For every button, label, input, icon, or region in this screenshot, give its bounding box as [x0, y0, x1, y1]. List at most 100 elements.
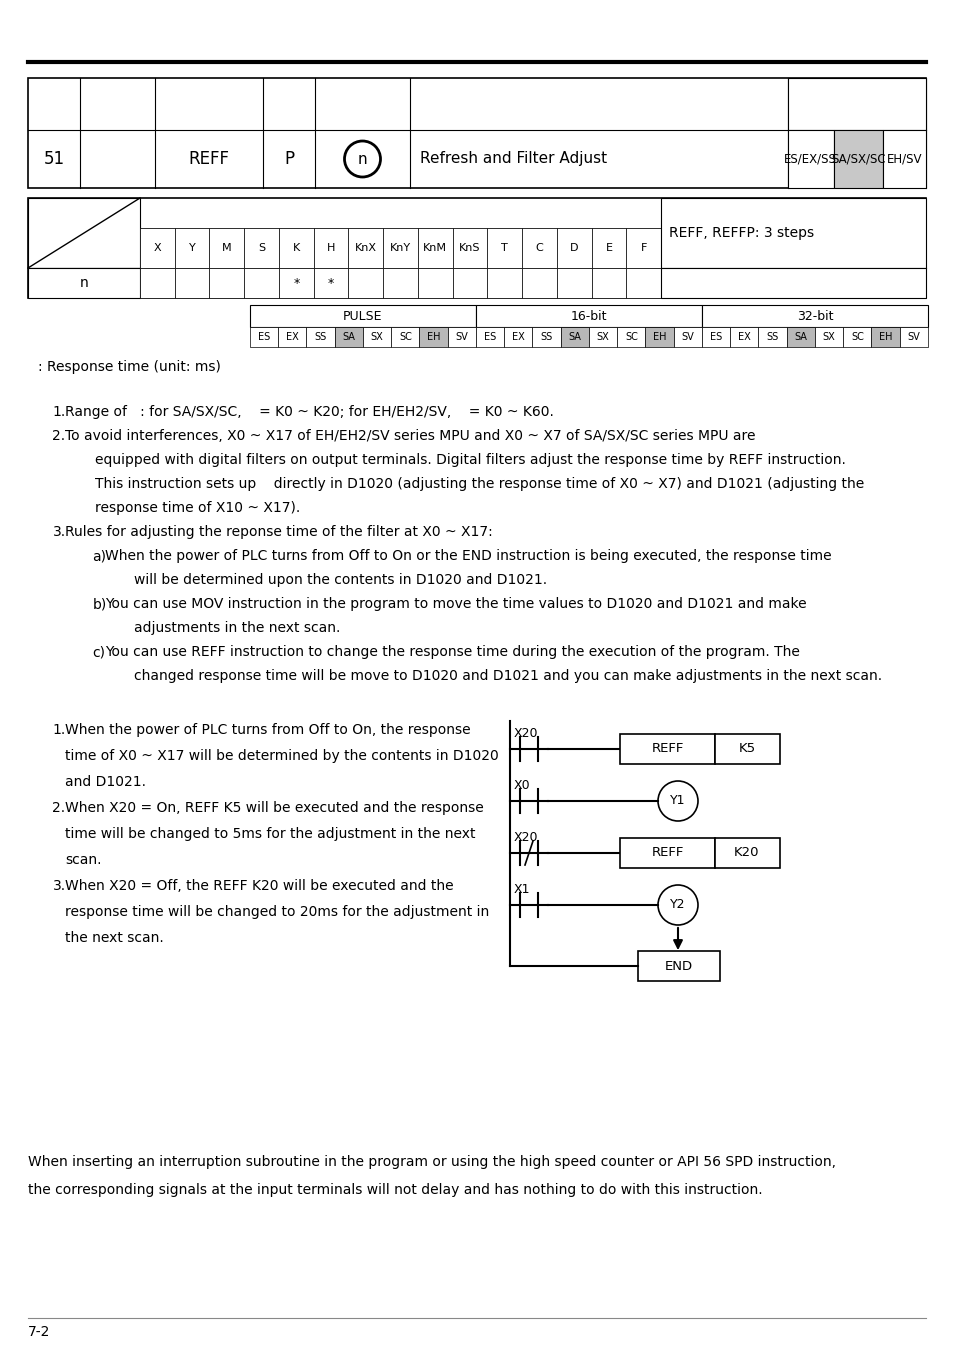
Bar [660, 269, 925, 298]
Text: END: END [664, 960, 692, 972]
Bar [591, 269, 625, 298]
Bar [140, 228, 174, 269]
Text: EH/SV: EH/SV [886, 153, 922, 166]
Text: time of X0 ~ X17 will be determined by the contents in D1020: time of X0 ~ X17 will be determined by t… [65, 749, 498, 763]
Bar [140, 269, 174, 298]
Text: Y1: Y1 [670, 795, 685, 807]
Bar [278, 327, 306, 347]
Text: D: D [569, 243, 578, 252]
Text: REFF, REFFP: 3 steps: REFF, REFFP: 3 steps [668, 225, 813, 240]
Bar [557, 228, 591, 269]
Text: ES: ES [483, 332, 496, 342]
Bar [314, 228, 348, 269]
Text: 3.: 3. [52, 879, 66, 892]
Text: EH: EH [878, 332, 891, 342]
Text: K: K [293, 243, 299, 252]
Text: Range of   : for SA/SX/SC,    = K0 ~ K20; for EH/EH2/SV,    = K0 ~ K60.: Range of : for SA/SX/SC, = K0 ~ K20; for… [65, 405, 553, 418]
Text: SX: SX [371, 332, 383, 342]
Text: K20: K20 [734, 846, 759, 860]
Bar [882, 130, 925, 188]
Text: Y2: Y2 [670, 899, 685, 911]
Text: 1.: 1. [52, 724, 66, 737]
Bar [335, 327, 363, 347]
Text: equipped with digital filters on output terminals. Digital filters adjust the re: equipped with digital filters on output … [95, 454, 845, 467]
Text: When X20 = On, REFF K5 will be executed and the response: When X20 = On, REFF K5 will be executed … [65, 801, 483, 815]
Text: 1.: 1. [52, 405, 66, 418]
Bar [814, 327, 842, 347]
Text: changed response time will be move to D1020 and D1021 and you can make adjustmen: changed response time will be move to D1… [133, 670, 881, 683]
Bar [714, 734, 780, 764]
Bar [314, 269, 348, 298]
Text: 2.: 2. [52, 429, 66, 443]
Text: F: F [639, 243, 646, 252]
Bar [417, 228, 452, 269]
Bar [174, 269, 210, 298]
Text: X: X [153, 243, 161, 252]
Bar [625, 228, 660, 269]
Text: 51: 51 [44, 150, 65, 167]
Bar [758, 327, 786, 347]
Bar [419, 327, 447, 347]
Bar [786, 327, 814, 347]
Text: SX: SX [821, 332, 835, 342]
Text: the next scan.: the next scan. [65, 931, 164, 945]
Bar [250, 327, 278, 347]
Text: the corresponding signals at the input terminals will not delay and has nothing : the corresponding signals at the input t… [28, 1183, 761, 1197]
Bar [452, 269, 487, 298]
Bar [476, 305, 701, 327]
Text: 32-bit: 32-bit [796, 309, 832, 323]
Text: 16-bit: 16-bit [570, 309, 607, 323]
Text: P: P [284, 150, 294, 167]
Text: Refresh and Filter Adjust: Refresh and Filter Adjust [419, 151, 606, 166]
Text: EX: EX [512, 332, 524, 342]
Bar [787, 130, 833, 188]
Bar [871, 327, 899, 347]
Text: EX: EX [738, 332, 750, 342]
Text: time will be changed to 5ms for the adjustment in the next: time will be changed to 5ms for the adju… [65, 828, 475, 841]
Text: ES: ES [257, 332, 270, 342]
Bar [383, 228, 417, 269]
Text: : Response time (unit: ms): : Response time (unit: ms) [38, 360, 221, 374]
Bar [487, 269, 521, 298]
Text: When inserting an interruption subroutine in the program or using the high speed: When inserting an interruption subroutin… [28, 1156, 835, 1169]
Text: To avoid interferences, X0 ~ X17 of EH/EH2/SV series MPU and X0 ~ X7 of SA/SX/SC: To avoid interferences, X0 ~ X17 of EH/E… [65, 429, 755, 443]
Bar [306, 327, 335, 347]
Bar [250, 305, 476, 327]
Text: response time of X10 ~ X17).: response time of X10 ~ X17). [95, 501, 300, 514]
Text: scan.: scan. [65, 853, 101, 867]
Text: ES: ES [709, 332, 721, 342]
Bar [504, 327, 532, 347]
Bar [278, 269, 314, 298]
Text: When the power of PLC turns from Off to On or the END instruction is being execu: When the power of PLC turns from Off to … [105, 549, 831, 563]
Bar [28, 198, 925, 298]
Text: M: M [222, 243, 232, 252]
Text: SS: SS [314, 332, 327, 342]
Text: PULSE: PULSE [343, 309, 382, 323]
Bar [638, 950, 720, 981]
Text: EH: EH [652, 332, 666, 342]
Bar [532, 327, 560, 347]
Text: SC: SC [624, 332, 638, 342]
Bar [521, 228, 557, 269]
Bar [28, 198, 140, 269]
Bar [673, 327, 701, 347]
Bar [476, 327, 504, 347]
Text: SX: SX [597, 332, 609, 342]
Text: When the power of PLC turns from Off to On, the response: When the power of PLC turns from Off to … [65, 724, 470, 737]
Text: and D1021.: and D1021. [65, 775, 146, 788]
Text: REFF: REFF [651, 846, 683, 860]
Bar [244, 269, 278, 298]
Bar [660, 198, 925, 269]
Text: X20: X20 [514, 728, 537, 740]
Text: You can use MOV instruction in the program to move the time values to D1020 and : You can use MOV instruction in the progr… [105, 597, 805, 612]
Text: SC: SC [850, 332, 862, 342]
Text: response time will be changed to 20ms for the adjustment in: response time will be changed to 20ms fo… [65, 904, 489, 919]
Bar [619, 838, 714, 868]
Text: KnM: KnM [423, 243, 447, 252]
Text: ES/EX/SS: ES/EX/SS [783, 153, 837, 166]
Bar [348, 269, 383, 298]
Text: When X20 = Off, the REFF K20 will be executed and the: When X20 = Off, the REFF K20 will be exe… [65, 879, 453, 892]
Text: SS: SS [540, 332, 552, 342]
Bar [701, 305, 927, 327]
Bar [391, 327, 419, 347]
